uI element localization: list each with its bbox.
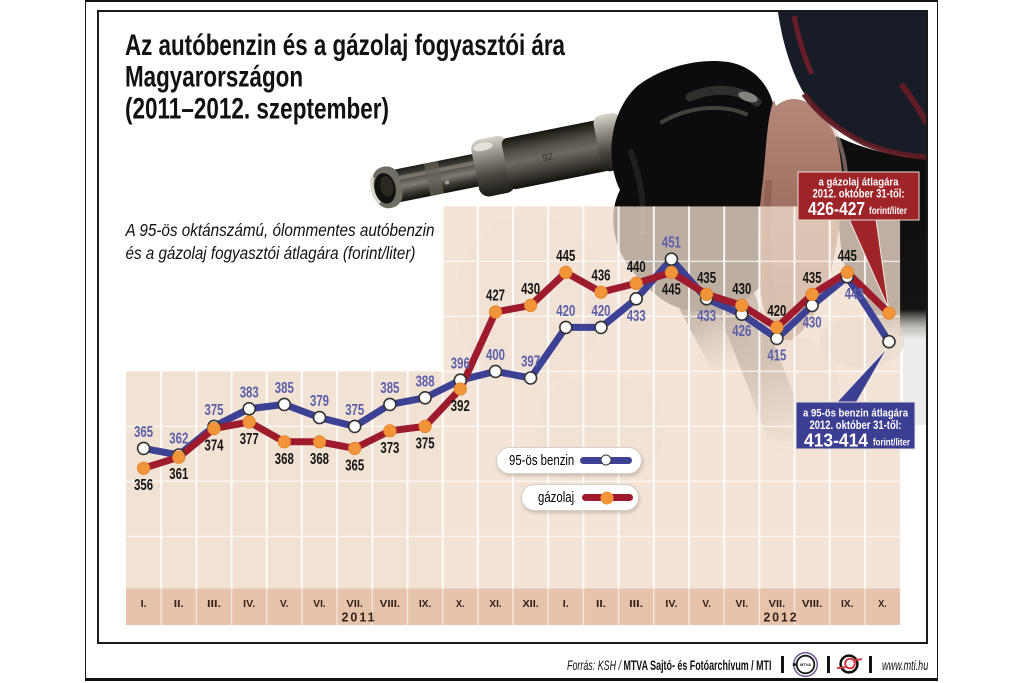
- svg-text:XII.: XII.: [522, 598, 539, 610]
- svg-text:361: 361: [169, 466, 188, 483]
- svg-text:430: 430: [732, 281, 751, 298]
- svg-text:435: 435: [803, 270, 822, 287]
- svg-text:MTVA: MTVA: [800, 662, 811, 667]
- svg-text:385: 385: [275, 380, 294, 397]
- svg-text:420: 420: [767, 303, 786, 320]
- svg-text:433: 433: [697, 308, 716, 325]
- svg-text:362: 362: [169, 431, 188, 448]
- svg-text:426: 426: [732, 323, 751, 340]
- svg-text:I.: I.: [563, 598, 569, 610]
- svg-text:III.: III.: [207, 598, 221, 610]
- svg-text:a 95-ös benzin átlagára: a 95-ös benzin átlagára: [803, 408, 909, 420]
- svg-text:2012. október 31-től:: 2012. október 31-től:: [810, 420, 902, 432]
- svg-text:426-427: 426-427: [808, 199, 865, 219]
- svg-text:443: 443: [845, 286, 864, 303]
- svg-text:427: 427: [486, 288, 505, 305]
- svg-text:Magyarországon: Magyarországon: [125, 61, 303, 94]
- svg-text:VI.: VI.: [313, 598, 326, 610]
- svg-text:368: 368: [310, 451, 329, 468]
- svg-text:I.: I.: [141, 598, 147, 610]
- svg-text:375: 375: [416, 435, 435, 452]
- svg-text:397: 397: [521, 354, 540, 371]
- svg-text:415: 415: [767, 347, 786, 364]
- svg-text:430: 430: [521, 281, 540, 298]
- svg-text:365: 365: [345, 457, 364, 474]
- svg-text:forint/liter: forint/liter: [869, 206, 907, 217]
- svg-text:445: 445: [662, 281, 681, 298]
- svg-text:VII.: VII.: [346, 598, 363, 610]
- svg-text:365: 365: [134, 424, 153, 441]
- svg-text:IV.: IV.: [243, 598, 255, 610]
- svg-text:II.: II.: [174, 598, 184, 610]
- svg-text:V.: V.: [280, 598, 289, 610]
- svg-text:413-414: 413-414: [804, 431, 868, 451]
- svg-text:375: 375: [345, 402, 364, 419]
- svg-text:II.: II.: [596, 598, 606, 610]
- svg-text:a gázolaj átlagára: a gázolaj átlagára: [819, 177, 900, 189]
- svg-text:és a gázolaj fogyasztói átlagá: és a gázolaj fogyasztói átlagára (forint…: [126, 243, 416, 263]
- svg-text:2012. október 31-től:: 2012. október 31-től:: [813, 189, 905, 201]
- svg-text:2012: 2012: [764, 611, 799, 625]
- svg-text:V.: V.: [702, 598, 711, 610]
- svg-text:433: 433: [627, 308, 646, 325]
- svg-text:III.: III.: [629, 598, 643, 610]
- svg-text:VI.: VI.: [736, 598, 749, 610]
- svg-text:400: 400: [486, 347, 505, 364]
- svg-text:374: 374: [205, 438, 224, 455]
- svg-text:X.: X.: [878, 598, 887, 610]
- svg-text:X.: X.: [456, 598, 465, 610]
- svg-text:92: 92: [541, 151, 554, 164]
- svg-text:XI.: XI.: [489, 598, 502, 610]
- svg-text:392: 392: [451, 398, 470, 415]
- svg-text:385: 385: [380, 380, 399, 397]
- svg-text:373: 373: [380, 440, 399, 457]
- svg-text:396: 396: [451, 356, 470, 373]
- svg-text:377: 377: [240, 431, 259, 448]
- svg-text:IX.: IX.: [841, 598, 854, 610]
- svg-text:forint/liter: forint/liter: [873, 438, 910, 449]
- svg-text:383: 383: [240, 384, 259, 401]
- svg-text:2011: 2011: [342, 611, 377, 625]
- svg-text:445: 445: [838, 248, 857, 265]
- svg-text:388: 388: [416, 373, 435, 390]
- svg-text:435: 435: [697, 270, 716, 287]
- svg-text:375: 375: [205, 402, 224, 419]
- svg-text:356: 356: [134, 477, 153, 494]
- svg-text:(2011–2012. szeptember): (2011–2012. szeptember): [125, 93, 389, 126]
- svg-text:A 95-ös oktánszámú, ólommentes: A 95-ös oktánszámú, ólommentes autóbenzi…: [125, 220, 435, 240]
- svg-text:420: 420: [592, 303, 611, 320]
- svg-text:VIII.: VIII.: [802, 598, 823, 610]
- svg-text:IX.: IX.: [419, 598, 432, 610]
- svg-text:440: 440: [627, 259, 646, 276]
- svg-text:436: 436: [592, 268, 611, 285]
- svg-text:IV.: IV.: [665, 598, 677, 610]
- svg-text:430: 430: [803, 314, 822, 331]
- svg-text:VIII.: VIII.: [380, 598, 401, 610]
- svg-text:445: 445: [556, 248, 575, 265]
- svg-text:VII.: VII.: [769, 598, 786, 610]
- svg-text:368: 368: [275, 451, 294, 468]
- svg-text:379: 379: [310, 393, 329, 410]
- svg-text:420: 420: [556, 303, 575, 320]
- svg-text:451: 451: [662, 235, 681, 252]
- svg-text:Az autóbenzin és a gázolaj fog: Az autóbenzin és a gázolaj fogyasztói ár…: [125, 29, 565, 62]
